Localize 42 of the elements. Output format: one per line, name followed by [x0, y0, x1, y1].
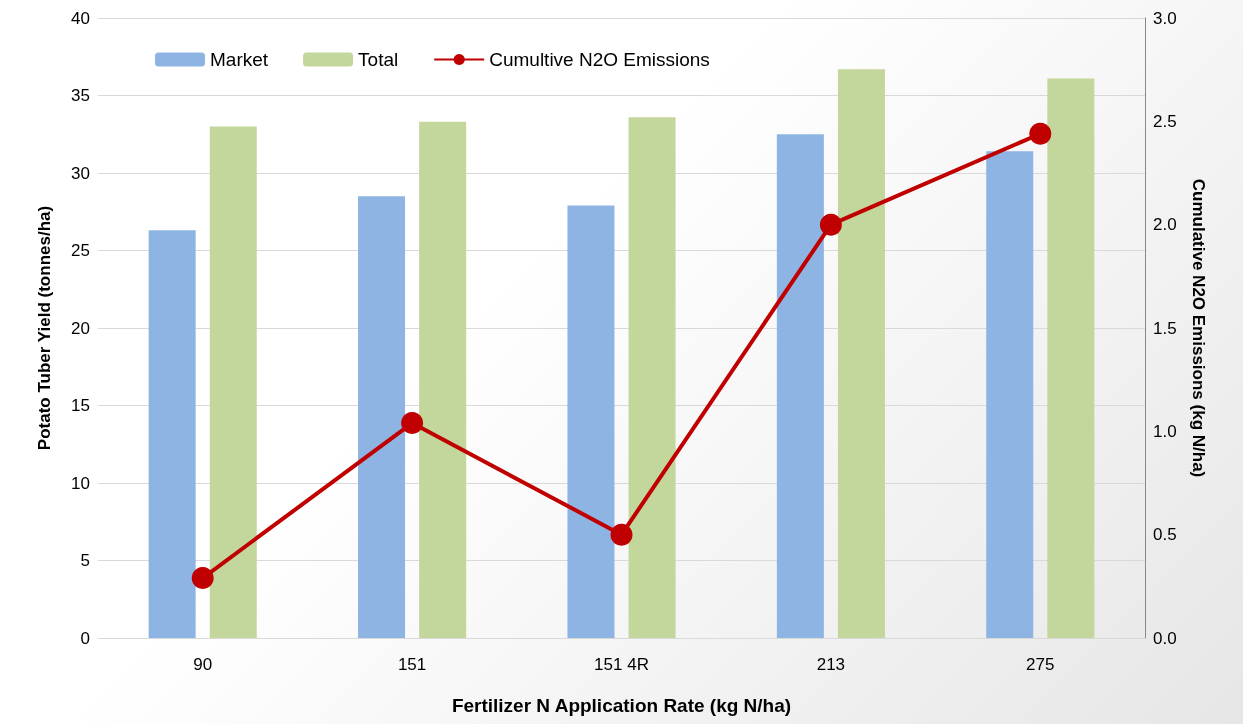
- y-tick-label: 40: [71, 8, 90, 28]
- y-tick-label: 25: [71, 241, 90, 260]
- y2-tick-label: 1.0: [1153, 421, 1177, 441]
- y-tick-label: 5: [80, 551, 90, 570]
- y2-tick-label: 2.5: [1153, 111, 1177, 131]
- y2-axis-title: Cumulative N2O Emissions (kg N/ha): [1189, 178, 1208, 478]
- point: [610, 523, 633, 546]
- bar: [986, 151, 1034, 638]
- x-tick-label: 90: [193, 655, 213, 674]
- y2-tick-label: 2.0: [1153, 215, 1177, 235]
- bar: [419, 121, 467, 638]
- x-tick-label: 213: [816, 655, 846, 674]
- bar: [837, 69, 885, 638]
- bar: [358, 196, 406, 638]
- y-tick-label: 35: [71, 86, 90, 105]
- y-tick-label: 20: [71, 318, 90, 338]
- x-tick-label: 275: [1026, 655, 1055, 674]
- y-tick-label: 0: [80, 628, 90, 648]
- bar: [628, 117, 676, 638]
- x-tick-label: 151: [397, 655, 427, 674]
- y2-tick-label: 1.5: [1153, 318, 1177, 338]
- y-tick-label: 15: [71, 396, 90, 415]
- y-tick-label: 10: [71, 473, 90, 493]
- legend-label: Cumultive N2O Emissions: [489, 49, 710, 70]
- bar: [209, 126, 257, 638]
- bar: [148, 230, 196, 638]
- bar: [776, 134, 824, 638]
- bar: [567, 205, 615, 638]
- y-tick-label: 30: [71, 163, 90, 183]
- legend-label: Total: [358, 49, 399, 70]
- point: [819, 213, 842, 236]
- point: [401, 412, 424, 435]
- y-axis-title: Potato Tuber Yield (tonnes/ha): [35, 205, 54, 451]
- legend-label: Market: [210, 49, 269, 70]
- point: [191, 567, 214, 590]
- y2-tick-label: 0.0: [1153, 628, 1177, 648]
- y2-tick-label: 3.0: [1153, 8, 1177, 28]
- bar: [1047, 78, 1095, 638]
- x-axis-title: Fertilizer N Application Rate (kg N/ha): [451, 695, 792, 716]
- point: [1029, 122, 1052, 145]
- x-tick-label: 151 4R: [594, 655, 649, 674]
- y2-tick-label: 0.5: [1153, 525, 1177, 545]
